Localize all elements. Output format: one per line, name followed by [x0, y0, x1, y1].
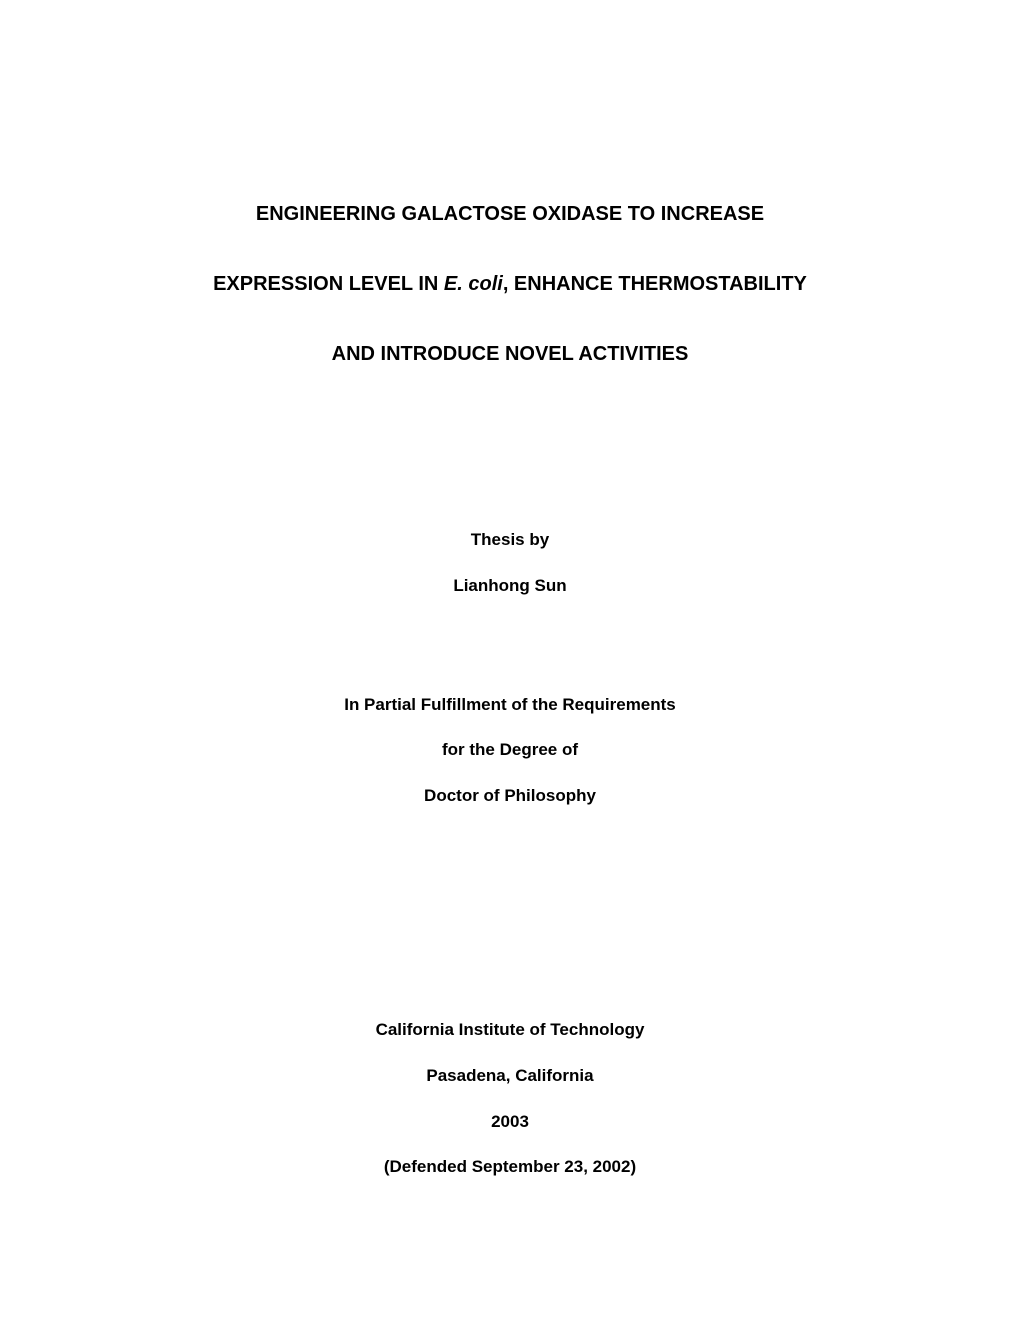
fulfillment-block: In Partial Fulfillment of the Requiremen…	[140, 693, 880, 808]
author-block: Thesis by Lianhong Sun	[140, 528, 880, 598]
publication-year: 2003	[140, 1110, 880, 1134]
institution-block: California Institute of Technology Pasad…	[140, 1018, 880, 1179]
defense-date: (Defended September 23, 2002)	[140, 1155, 880, 1179]
thesis-title-page: ENGINEERING GALACTOSE OXIDASE TO INCREAS…	[0, 0, 1020, 1320]
title-line-2: EXPRESSION LEVEL IN E. coli, ENHANCE THE…	[140, 270, 880, 298]
title-line-2-pre: EXPRESSION LEVEL IN	[213, 273, 444, 295]
title-block: ENGINEERING GALACTOSE OXIDASE TO INCREAS…	[140, 200, 880, 368]
institution-name: California Institute of Technology	[140, 1018, 880, 1042]
title-line-2-post: , ENHANCE THERMOSTABILITY	[503, 273, 807, 295]
thesis-by-label: Thesis by	[140, 528, 880, 552]
fulfillment-line-2: for the Degree of	[140, 738, 880, 762]
title-line-1: ENGINEERING GALACTOSE OXIDASE TO INCREAS…	[140, 200, 880, 228]
fulfillment-line-1: In Partial Fulfillment of the Requiremen…	[140, 693, 880, 717]
title-italic-species: E. coli	[444, 273, 503, 295]
degree-name: Doctor of Philosophy	[140, 784, 880, 808]
title-line-3: AND INTRODUCE NOVEL ACTIVITIES	[140, 340, 880, 368]
institution-location: Pasadena, California	[140, 1064, 880, 1088]
author-name: Lianhong Sun	[140, 574, 880, 598]
